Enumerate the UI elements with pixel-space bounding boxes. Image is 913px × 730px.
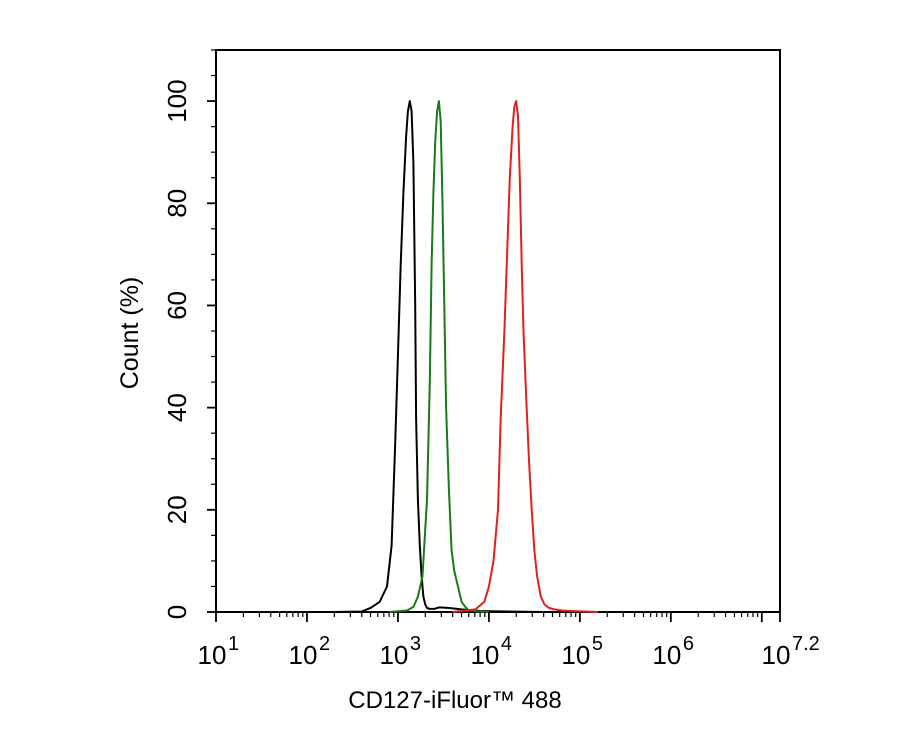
y-tick-label: 60 [162, 291, 192, 320]
x-tick-exponent: 6 [683, 633, 694, 655]
x-tick-label: 10 [198, 640, 227, 670]
y-tick-label: 0 [162, 605, 192, 619]
y-axis-title: Count (%) [116, 277, 144, 390]
x-tick-exponent: 1 [228, 633, 239, 655]
plot-frame [215, 49, 781, 613]
x-tick-label: 10 [561, 640, 590, 670]
x-axis-title: CD127-iFluor™ 488 [348, 687, 561, 714]
x-tick-label: 10 [379, 640, 408, 670]
y-axis: 0 20 40 60 80 100 [162, 49, 216, 619]
x-tick-label: 10 [289, 640, 318, 670]
series-line-1 [334, 100, 544, 613]
y-tick-label: 40 [162, 393, 192, 422]
x-tick-exponent: 5 [592, 633, 603, 655]
series-line-3 [452, 100, 599, 613]
x-tick-label: 10 [470, 640, 499, 670]
y-tick-label: 80 [162, 189, 192, 218]
x-tick-label: 10 [652, 640, 681, 670]
y-tick-label: 20 [162, 495, 192, 524]
x-axis: 10 1 10 2 10 3 10 4 10 5 10 6 10 7.2 [198, 612, 820, 670]
y-tick-label: 100 [162, 79, 192, 122]
series-line-2 [388, 100, 489, 613]
series-layer [334, 100, 599, 613]
x-tick-exponent: 3 [410, 633, 421, 655]
x-tick-label: 10 [762, 640, 791, 670]
x-tick-exponent: 7.2 [792, 633, 820, 655]
plot-area [215, 49, 781, 613]
x-tick-exponent: 2 [319, 633, 330, 655]
x-tick-exponent: 4 [501, 633, 512, 655]
